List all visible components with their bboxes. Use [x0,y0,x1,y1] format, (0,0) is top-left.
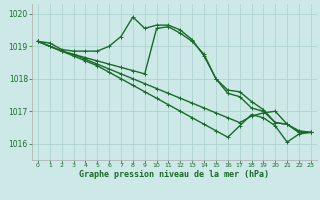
X-axis label: Graphe pression niveau de la mer (hPa): Graphe pression niveau de la mer (hPa) [79,170,269,179]
